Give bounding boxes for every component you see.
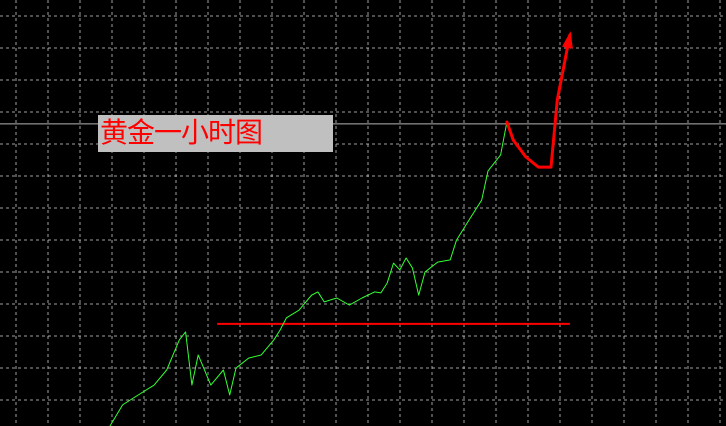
chart-title: 黄金一小时图 (100, 116, 263, 149)
arrow-head-icon (562, 31, 573, 49)
projected-path-series (505, 33, 572, 169)
price-series (109, 121, 508, 426)
chart-title-box: 黄金一小时图 (98, 115, 333, 152)
